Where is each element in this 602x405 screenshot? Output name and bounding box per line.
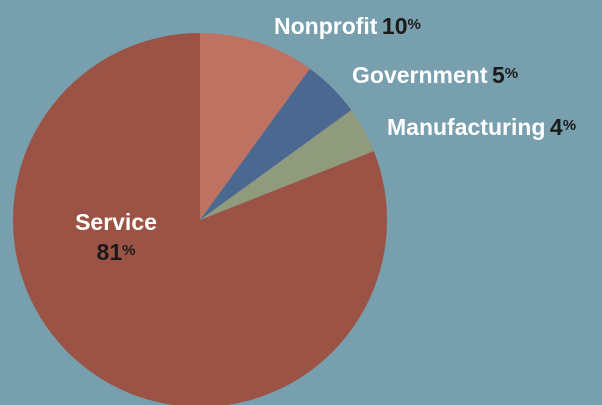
pie-slice-service — [13, 33, 387, 405]
slice-label-service: Service 81% — [64, 211, 168, 264]
pie-slice-nonprofit — [200, 33, 310, 220]
slice-name-government: Government — [352, 62, 488, 88]
slice-name-nonprofit: Nonprofit — [274, 13, 378, 39]
pie-slice-manufacturing — [200, 110, 374, 220]
pie-slice-government — [200, 68, 352, 220]
slice-value-government: 5 — [491, 62, 505, 88]
slice-label-government: Government 5% — [352, 64, 518, 87]
slice-name-service: Service — [75, 209, 157, 235]
percent-sign: % — [122, 242, 136, 259]
slice-label-nonprofit: Nonprofit 10% — [274, 15, 421, 38]
slice-value-nonprofit: 10 — [381, 13, 408, 39]
percent-sign: % — [504, 65, 519, 82]
slice-name-manufacturing: Manufacturing — [387, 114, 546, 140]
percent-sign: % — [407, 16, 421, 33]
slice-label-manufacturing: Manufacturing 4% — [387, 116, 576, 139]
percent-sign: % — [562, 117, 577, 134]
slice-value-manufacturing: 4 — [549, 114, 563, 140]
slice-value-service: 81 — [96, 239, 123, 265]
